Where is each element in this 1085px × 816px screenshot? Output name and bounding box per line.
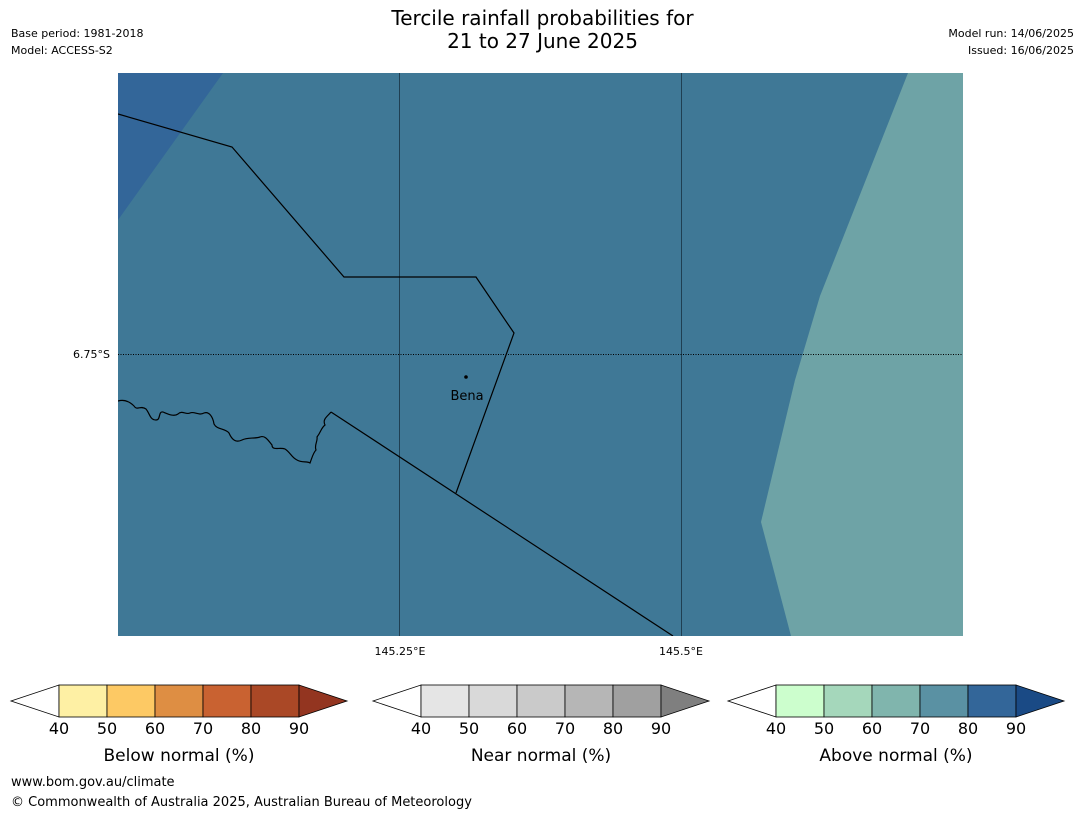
legend-below-swatch: [250, 684, 300, 718]
province-border: [118, 113, 515, 494]
issued-label: Issued: 16/06/2025: [967, 44, 1074, 57]
legend-below-tick-label: 40: [49, 719, 69, 738]
legend-near-tick-label: 70: [555, 719, 575, 738]
legend-near-swatch: [612, 684, 662, 718]
legend-below-low-extend: [9, 684, 60, 718]
legend-near-tick-label: 50: [459, 719, 479, 738]
legend-below-tick-label: 90: [289, 719, 309, 738]
legend-below-tick-label: 80: [241, 719, 261, 738]
bena-marker-icon: [464, 375, 468, 379]
legend-above-swatch: [871, 684, 921, 718]
map-northwest-corner-fill: [118, 73, 223, 220]
lon-label-145-5: 145.5°E: [659, 645, 703, 658]
title-line-2: 21 to 27 June 2025: [447, 29, 638, 53]
legend-above-tick-label: 50: [814, 719, 834, 738]
legend-above-tick-label: 40: [766, 719, 786, 738]
legend-near-tick-label: 60: [507, 719, 527, 738]
legend-near-tick-label: 90: [651, 719, 671, 738]
legend-near-swatch: [516, 684, 566, 718]
legend-near: 40 50 60 70 80 90 Near normal (%): [371, 684, 711, 766]
legend-above-tick-label: 80: [958, 719, 978, 738]
place-label-bena: Bena: [450, 389, 483, 404]
meta-left: Base period: 1981-2018 Model: ACCESS-S2: [11, 25, 143, 59]
model-run-label: Model run: 14/06/2025: [948, 27, 1074, 40]
legend-above-swatch: [775, 684, 825, 718]
legend-near-tick-label: 40: [411, 719, 431, 738]
legend-near-high-extend: [660, 684, 711, 718]
legend-below-swatch: [202, 684, 252, 718]
legend-above-tick-label: 90: [1006, 719, 1026, 738]
legend-near-swatch: [420, 684, 470, 718]
legend-below-title: Below normal (%): [104, 746, 255, 766]
legend-above-high-extend: [1015, 684, 1066, 718]
base-period-label: Base period: 1981-2018: [11, 27, 144, 40]
footer-copyright: © Commonwealth of Australia 2025, Austra…: [11, 795, 472, 810]
legend-near-swatch: [564, 684, 614, 718]
legend-above-swatch: [823, 684, 873, 718]
legend-above-title: Above normal (%): [819, 746, 972, 766]
title-line-1: Tercile rainfall probabilities for: [391, 6, 694, 30]
footer-url: www.bom.gov.au/climate: [11, 775, 175, 790]
legend-above-tick-label: 60: [862, 719, 882, 738]
legend-below: 40 50 60 70 80 90 Below normal (%): [9, 684, 349, 766]
legend-above-low-extend: [726, 684, 777, 718]
lat-label: 6.75°S: [73, 348, 110, 361]
legend-near-tick-label: 80: [603, 719, 623, 738]
legend-above-swatch: [967, 684, 1017, 718]
legend-below-high-extend: [298, 684, 349, 718]
legend-above-tick-label: 70: [910, 719, 930, 738]
legend-below-swatch: [154, 684, 204, 718]
chart-title: Tercile rainfall probabilities for 21 to…: [0, 7, 1085, 53]
map-east-fill: [761, 73, 963, 636]
province-border-south: [330, 411, 674, 636]
colorbar-legends: 40 50 60 70 80 90 Below normal (%) 40 50 60 70 80 90…: [9, 684, 1066, 766]
river-boundary: [118, 399, 332, 464]
meta-right: Model run: 14/06/2025 Issued: 16/06/2025: [948, 25, 1074, 59]
legend-above: 40 50 60 70 80 90 Above normal (%): [726, 684, 1066, 766]
model-label: Model: ACCESS-S2: [11, 44, 113, 57]
legend-above-swatch: [919, 684, 969, 718]
legend-near-low-extend: [371, 684, 422, 718]
map-panel: [118, 73, 963, 636]
legend-near-title: Near normal (%): [471, 746, 611, 766]
legend-below-swatch: [58, 684, 108, 718]
legend-below-swatch: [106, 684, 156, 718]
legend-below-tick-label: 60: [145, 719, 165, 738]
legend-below-tick-label: 50: [97, 719, 117, 738]
lon-label-145-25: 145.25°E: [375, 645, 426, 658]
legend-below-tick-label: 70: [193, 719, 213, 738]
legend-near-swatch: [468, 684, 518, 718]
